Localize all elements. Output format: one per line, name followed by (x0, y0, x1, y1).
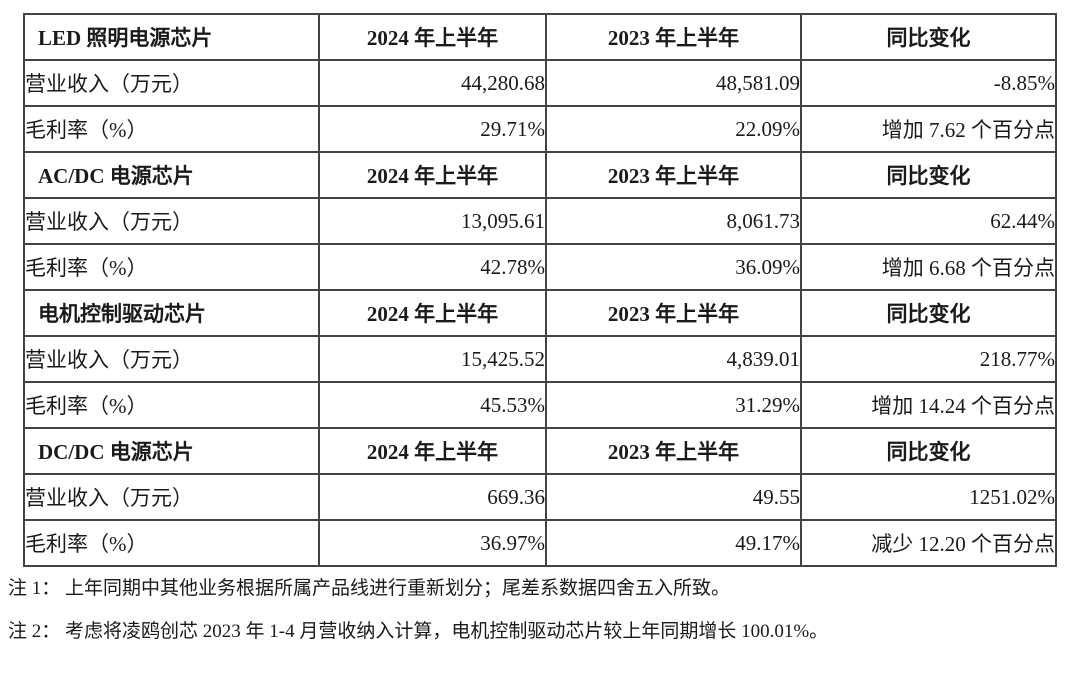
row-label-margin: 毛利率（%） (23, 105, 320, 153)
cell-acdc-margin-2024: 42.78% (318, 243, 547, 291)
cell-motor-revenue-2024: 15,425.52 (318, 335, 547, 383)
col-header-yoy: 同比变化 (800, 289, 1057, 337)
col-header-yoy: 同比变化 (800, 151, 1057, 199)
row-label-margin: 毛利率（%） (23, 381, 320, 429)
col-header-2024: 2024 年上半年 (318, 13, 547, 61)
table-row-led-revenue: 营业收入（万元） 44,280.68 48,581.09 -8.85% (23, 59, 1057, 107)
section-header-row-motor: 电机控制驱动芯片 2024 年上半年 2023 年上半年 同比变化 (23, 289, 1057, 337)
col-header-2023: 2023 年上半年 (545, 427, 802, 475)
cell-dcdc-margin-yoy: 减少 12.20 个百分点 (800, 519, 1057, 567)
section-title-dcdc: DC/DC 电源芯片 (23, 427, 320, 475)
financial-table: LED 照明电源芯片 2024 年上半年 2023 年上半年 同比变化 营业收入… (23, 13, 1057, 567)
cell-led-margin-yoy: 增加 7.62 个百分点 (800, 105, 1057, 153)
cell-acdc-revenue-2023: 8,061.73 (545, 197, 802, 245)
section-header-row-dcdc: DC/DC 电源芯片 2024 年上半年 2023 年上半年 同比变化 (23, 427, 1057, 475)
col-header-2023: 2023 年上半年 (545, 289, 802, 337)
cell-dcdc-revenue-2023: 49.55 (545, 473, 802, 521)
cell-motor-revenue-2023: 4,839.01 (545, 335, 802, 383)
row-label-margin: 毛利率（%） (23, 243, 320, 291)
footnotes: 注 1： 上年同期中其他业务根据所属产品线进行重新划分；尾差系数据四舍五入所致。… (8, 576, 1080, 645)
cell-led-revenue-2024: 44,280.68 (318, 59, 547, 107)
table-container: LED 照明电源芯片 2024 年上半年 2023 年上半年 同比变化 营业收入… (23, 13, 1080, 567)
section-title-motor: 电机控制驱动芯片 (23, 289, 320, 337)
col-header-2024: 2024 年上半年 (318, 151, 547, 199)
row-label-revenue: 营业收入（万元） (23, 473, 320, 521)
cell-dcdc-margin-2023: 49.17% (545, 519, 802, 567)
row-label-revenue: 营业收入（万元） (23, 59, 320, 107)
col-header-2024: 2024 年上半年 (318, 427, 547, 475)
table-row-led-margin: 毛利率（%） 29.71% 22.09% 增加 7.62 个百分点 (23, 105, 1057, 153)
col-header-yoy: 同比变化 (800, 427, 1057, 475)
col-header-yoy: 同比变化 (800, 13, 1057, 61)
section-title-led: LED 照明电源芯片 (23, 13, 320, 61)
cell-led-revenue-yoy: -8.85% (800, 59, 1057, 107)
table-row-motor-revenue: 营业收入（万元） 15,425.52 4,839.01 218.77% (23, 335, 1057, 383)
cell-motor-margin-2024: 45.53% (318, 381, 547, 429)
cell-led-margin-2023: 22.09% (545, 105, 802, 153)
footnote-2: 注 2： 考虑将凌鸥创芯 2023 年 1-4 月营收纳入计算，电机控制驱动芯片… (8, 621, 829, 642)
row-label-revenue: 营业收入（万元） (23, 197, 320, 245)
cell-acdc-revenue-yoy: 62.44% (800, 197, 1057, 245)
cell-dcdc-revenue-2024: 669.36 (318, 473, 547, 521)
section-title-acdc: AC/DC 电源芯片 (23, 151, 320, 199)
cell-led-revenue-2023: 48,581.09 (545, 59, 802, 107)
section-header-row-led: LED 照明电源芯片 2024 年上半年 2023 年上半年 同比变化 (23, 13, 1057, 61)
cell-motor-margin-yoy: 增加 14.24 个百分点 (800, 381, 1057, 429)
col-header-2024: 2024 年上半年 (318, 289, 547, 337)
table-row-motor-margin: 毛利率（%） 45.53% 31.29% 增加 14.24 个百分点 (23, 381, 1057, 429)
col-header-2023: 2023 年上半年 (545, 13, 802, 61)
cell-led-margin-2024: 29.71% (318, 105, 547, 153)
section-header-row-acdc: AC/DC 电源芯片 2024 年上半年 2023 年上半年 同比变化 (23, 151, 1057, 199)
table-row-dcdc-margin: 毛利率（%） 36.97% 49.17% 减少 12.20 个百分点 (23, 519, 1057, 567)
table-row-dcdc-revenue: 营业收入（万元） 669.36 49.55 1251.02% (23, 473, 1057, 521)
cell-motor-margin-2023: 31.29% (545, 381, 802, 429)
col-header-2023: 2023 年上半年 (545, 151, 802, 199)
cell-acdc-revenue-2024: 13,095.61 (318, 197, 547, 245)
cell-motor-revenue-yoy: 218.77% (800, 335, 1057, 383)
cell-dcdc-margin-2024: 36.97% (318, 519, 547, 567)
row-label-margin: 毛利率（%） (23, 519, 320, 567)
table-row-acdc-margin: 毛利率（%） 42.78% 36.09% 增加 6.68 个百分点 (23, 243, 1057, 291)
cell-acdc-margin-yoy: 增加 6.68 个百分点 (800, 243, 1057, 291)
row-label-revenue: 营业收入（万元） (23, 335, 320, 383)
footnote-1: 注 1： 上年同期中其他业务根据所属产品线进行重新划分；尾差系数据四舍五入所致。 (8, 578, 731, 599)
cell-acdc-margin-2023: 36.09% (545, 243, 802, 291)
cell-dcdc-revenue-yoy: 1251.02% (800, 473, 1057, 521)
table-row-acdc-revenue: 营业收入（万元） 13,095.61 8,061.73 62.44% (23, 197, 1057, 245)
